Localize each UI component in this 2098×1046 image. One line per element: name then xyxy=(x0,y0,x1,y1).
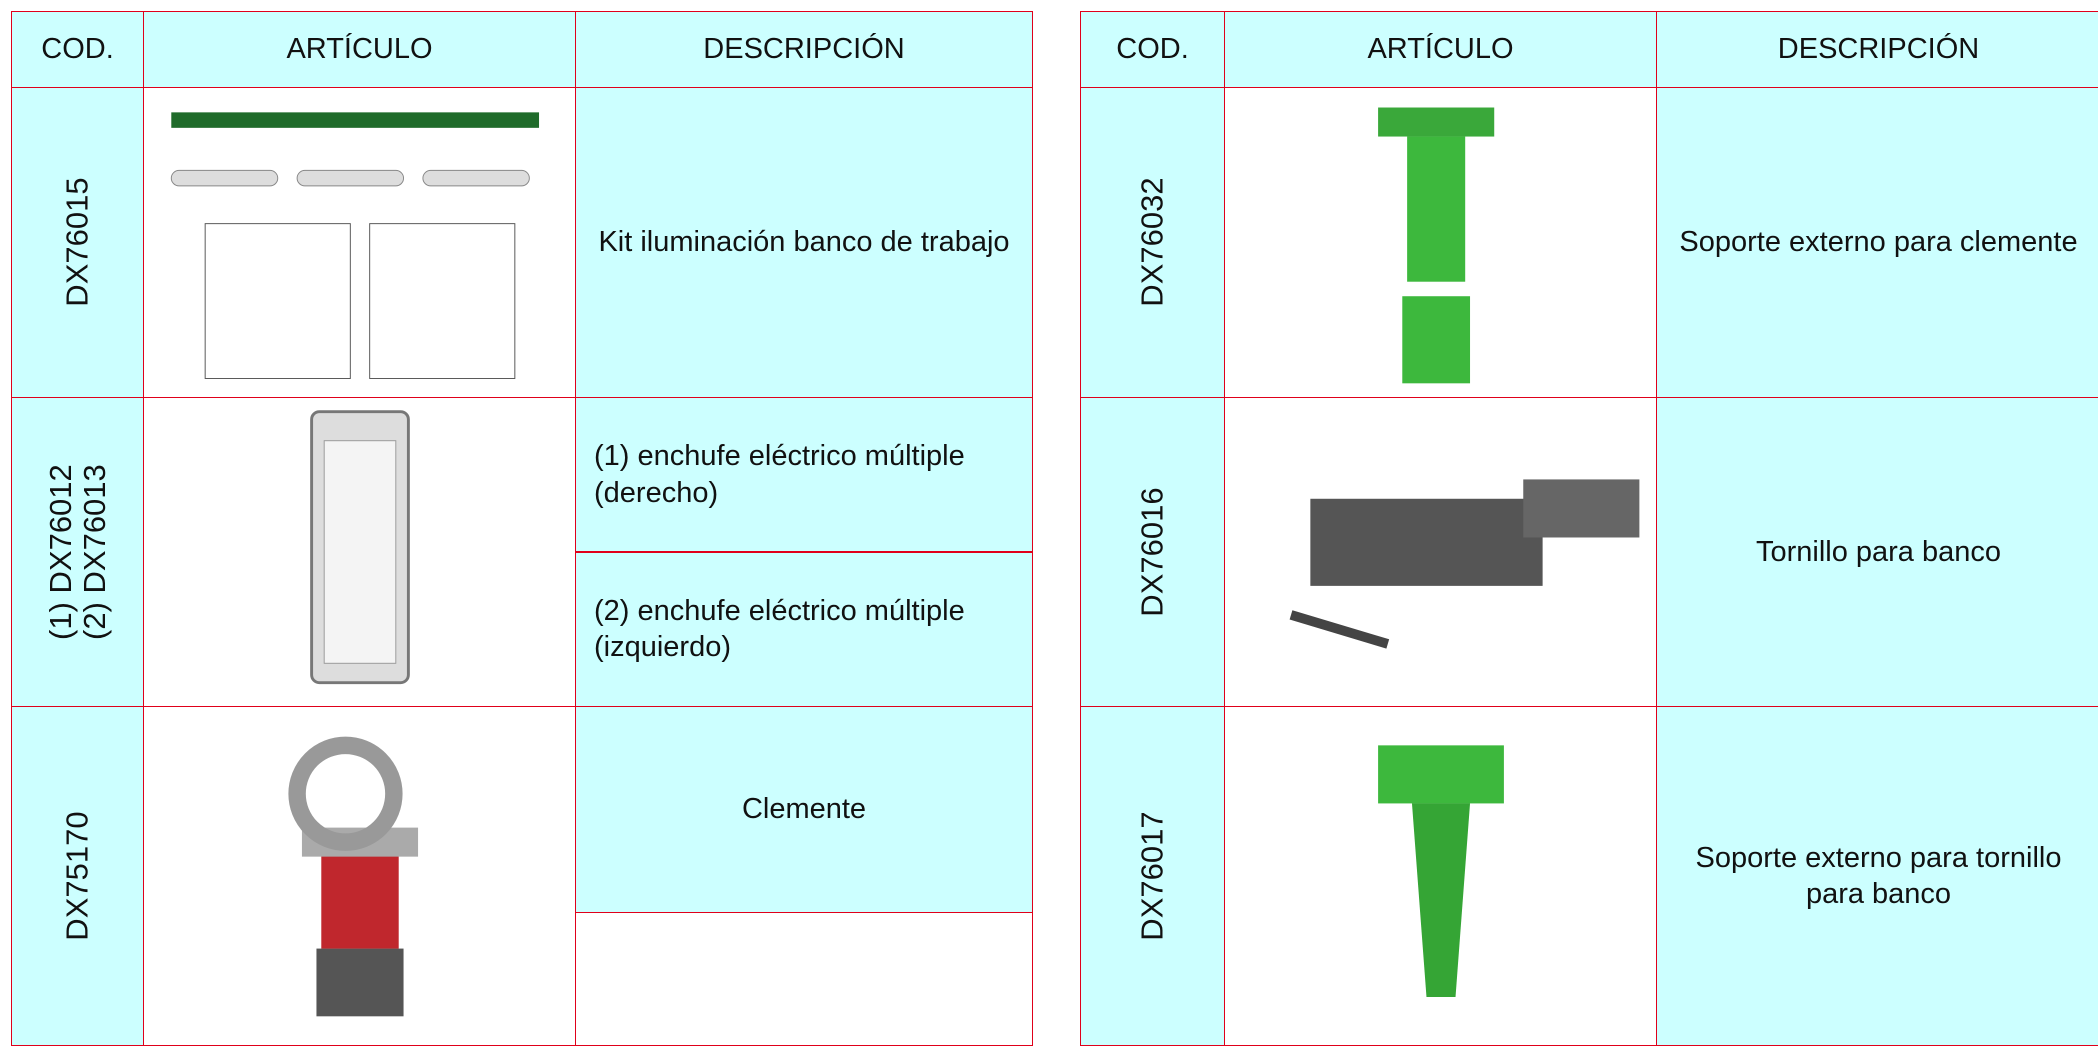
text: COD. xyxy=(41,33,114,65)
text: DESCRIPCIÓN xyxy=(1777,33,1980,65)
header-cell: DESCRIPCIÓN xyxy=(575,11,1033,88)
header-cell: COD. xyxy=(11,11,144,88)
article-image xyxy=(170,111,539,379)
code-cell: DX76017 xyxy=(1080,706,1225,1046)
header-cell: ARTÍCULO xyxy=(143,11,576,88)
article-cell xyxy=(143,706,576,1046)
text: COD. xyxy=(1116,33,1189,65)
article-cell xyxy=(143,397,576,707)
description-cell: (2) enchufe eléctrico múltiple (izquierd… xyxy=(575,551,1033,707)
code-cell: DX76016 xyxy=(1080,397,1225,707)
description-cell: Soporte externo para tornillo para banco xyxy=(1656,706,2098,1046)
article-image xyxy=(1289,479,1639,649)
code: DX76015 xyxy=(59,177,95,308)
code: DX76016 xyxy=(1134,487,1170,617)
text: Soporte externo para tornillo para banco xyxy=(1695,841,2062,910)
code: DX76017 xyxy=(1134,811,1170,941)
description-cell: Kit iluminación banco de trabajo xyxy=(575,87,1033,398)
text: (2) DX76013 xyxy=(76,464,112,640)
article-cell xyxy=(1224,87,1657,398)
description-cell-blank xyxy=(575,912,1033,1046)
text: DESCRIPCIÓN xyxy=(703,33,905,65)
text: (2) enchufe eléctrico múltiple (izquierd… xyxy=(594,594,965,663)
article-cell xyxy=(1224,706,1657,1046)
text: DX76016 xyxy=(1134,487,1170,617)
text: DX76032 xyxy=(1134,177,1170,308)
article-cell xyxy=(143,87,576,398)
code: (1) DX76012 (2) DX76013 xyxy=(42,464,112,640)
code-cell: (1) DX76012 (2) DX76013 xyxy=(11,397,144,707)
text: Kit iluminación banco de trabajo xyxy=(598,226,1010,259)
code-cell: DX76032 xyxy=(1080,87,1225,398)
description-cell: Clemente xyxy=(575,706,1033,913)
text: Tornillo para banco xyxy=(1755,535,2002,568)
text: ARTÍCULO xyxy=(1367,33,1514,65)
text: DX76015 xyxy=(59,177,95,308)
description-cell: (1) enchufe eléctrico múltiple (derecho) xyxy=(575,397,1033,552)
header-cell: COD. xyxy=(1080,11,1225,88)
text: ARTÍCULO xyxy=(286,33,433,65)
code-cell: DX76015 xyxy=(11,87,144,398)
text: Soporte externo para clemente xyxy=(1679,226,2078,259)
text: (1) DX76012 xyxy=(42,464,78,640)
description-cell: Tornillo para banco xyxy=(1656,397,2098,707)
text: (1) enchufe eléctrico múltiple (derecho) xyxy=(594,440,965,509)
header-cell: DESCRIPCIÓN xyxy=(1656,11,2098,88)
article-image xyxy=(287,736,418,1017)
text: Clemente xyxy=(741,793,867,826)
article-image xyxy=(1377,745,1504,997)
article-image xyxy=(1377,107,1494,383)
article-cell xyxy=(1224,397,1657,707)
article-image xyxy=(309,410,410,685)
code-cell: DX75170 xyxy=(11,706,144,1046)
header-cell: ARTÍCULO xyxy=(1224,11,1657,88)
text: DX76017 xyxy=(1134,811,1170,941)
description-cell: Soporte externo para clemente xyxy=(1656,87,2098,398)
code: DX75170 xyxy=(59,811,95,941)
text: DX75170 xyxy=(59,811,95,941)
code: DX76032 xyxy=(1134,177,1170,308)
